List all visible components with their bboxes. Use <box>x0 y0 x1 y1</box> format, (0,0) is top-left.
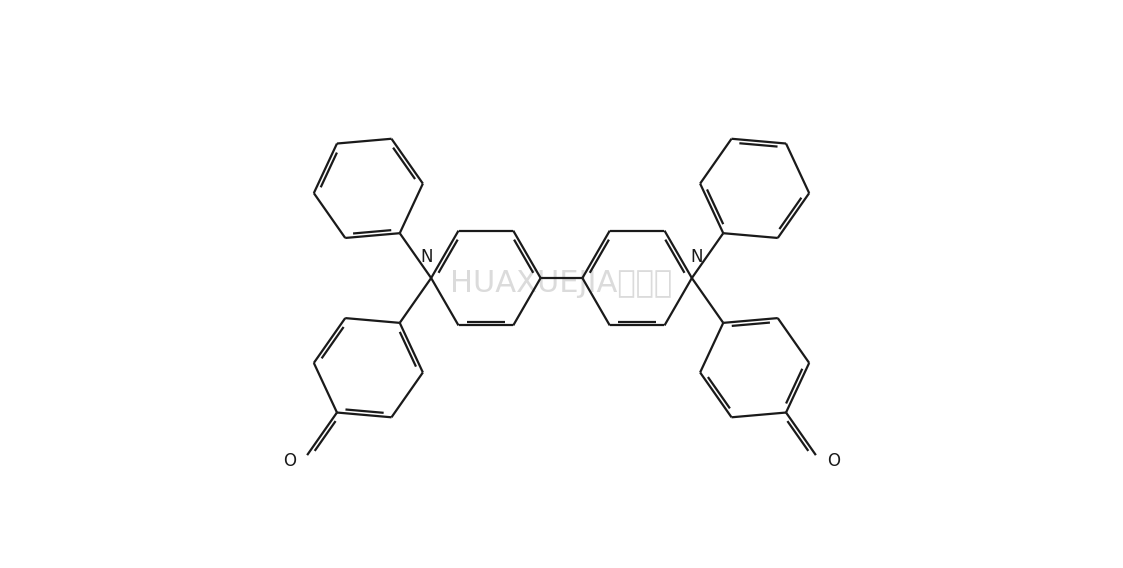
Text: N: N <box>691 248 703 266</box>
Text: HUAXUEJIA化学加: HUAXUEJIA化学加 <box>450 269 673 298</box>
Text: N: N <box>420 248 432 266</box>
Text: O: O <box>827 452 840 470</box>
Text: O: O <box>283 452 296 470</box>
